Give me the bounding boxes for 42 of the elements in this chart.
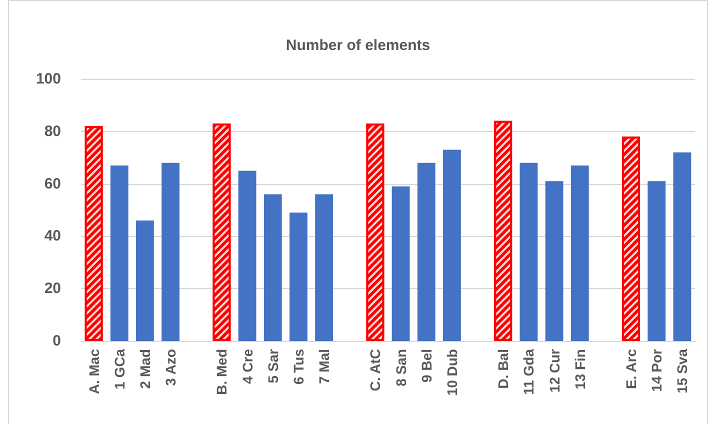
bar (315, 194, 333, 341)
bar (238, 170, 256, 341)
x-tick-label: 12 Cur (546, 348, 562, 393)
chart-title: Number of elements (286, 37, 430, 54)
x-tick-label: 6 Tus (290, 348, 306, 385)
bar (264, 194, 282, 341)
x-tick-label: 9 Bel (418, 349, 434, 382)
bar (290, 212, 308, 341)
x-tick-label: A. Mac (86, 348, 102, 394)
bar (673, 152, 692, 341)
bar (443, 150, 461, 341)
x-tick-label: 13 Fin (572, 349, 588, 390)
x-tick-label: 11 Gda (520, 348, 537, 395)
y-tick-label: 40 (44, 228, 61, 245)
y-tick-label: 80 (44, 122, 61, 140)
x-tick-label: 8 San (392, 349, 409, 386)
x-tick-label: D. Bal (495, 349, 512, 389)
x-tick-label: 2 Mad (136, 349, 153, 389)
y-tick-label: 100 (36, 70, 61, 88)
x-tick-label: E. Arc (623, 348, 640, 389)
bar (392, 186, 410, 341)
bar (136, 220, 154, 341)
bar (110, 165, 128, 341)
x-tick-label: B. Med (214, 349, 230, 395)
x-tick-label: 1 GCa (111, 348, 128, 390)
x-tick-label: 15 Sva (674, 348, 690, 394)
x-tick-label: 14 Por (648, 348, 665, 392)
x-tick-label: 5 Sar (264, 348, 281, 384)
y-tick-label: 60 (44, 175, 61, 192)
bar (520, 162, 538, 341)
bar (545, 181, 564, 341)
bar (417, 162, 436, 341)
y-tick-label: 0 (52, 332, 61, 350)
x-tick-label: 3 Azo (162, 349, 179, 386)
x-tick-label: C. AtC (367, 349, 384, 392)
y-tick-label: 20 (44, 280, 61, 298)
x-tick-label: 7 Mal (316, 349, 332, 384)
x-tick-label: 4 Cre (239, 348, 256, 384)
x-tick-label: 10 Dub (444, 349, 460, 396)
bar (648, 181, 666, 341)
bar (162, 162, 180, 341)
bar (570, 165, 589, 341)
